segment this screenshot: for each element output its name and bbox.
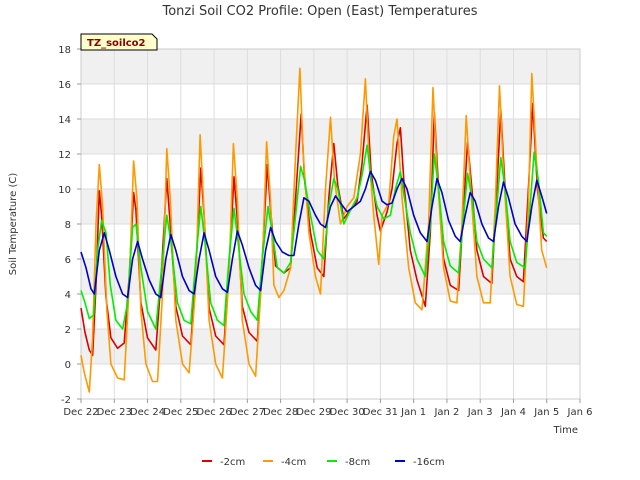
y-tick-label: 14 (58, 115, 71, 126)
y-tick-label: 10 (58, 185, 71, 196)
y-tick-label: 8 (65, 220, 71, 231)
y-tick-label: 4 (65, 290, 71, 301)
y-tick-label: 18 (58, 45, 71, 56)
legend-label: -16cm (413, 457, 445, 468)
y-tick-label: -2 (61, 395, 71, 406)
site-badge-box (80, 33, 158, 51)
legend-label: -2cm (220, 457, 245, 468)
plot-band (81, 259, 580, 294)
legend-label: -8cm (345, 457, 370, 468)
y-tick-label: 12 (58, 150, 71, 161)
site-badge-label: TZ_soilco2 (87, 38, 146, 49)
series-line-16cm (80, 170, 548, 299)
site-badge: TZ_soilco2 (80, 33, 158, 51)
x-tick-label: Jan 2 (433, 407, 459, 418)
legend-item: -4cm (263, 457, 306, 468)
legend-item: -16cm (395, 457, 445, 468)
x-tick-label: Dec 25 (163, 407, 198, 418)
x-tick-label: Dec 31 (363, 407, 398, 418)
x-tick-label: Dec 27 (230, 407, 265, 418)
y-tick-label: 16 (58, 80, 71, 91)
x-tick-label: Dec 22 (63, 407, 98, 418)
x-tick-label: Jan 1 (400, 407, 426, 418)
x-tick-label: Jan 5 (533, 407, 559, 418)
chart-title: Tonzi Soil CO2 Profile: Open (East) Temp… (161, 4, 477, 19)
x-tick-label: Dec 30 (330, 407, 365, 418)
legend: -2cm -4cm -8cm -16cm (202, 457, 445, 468)
series-line-8cm (80, 144, 548, 330)
x-tick-label: Dec 26 (196, 407, 231, 418)
x-tick-label: Dec 29 (296, 407, 331, 418)
y-axis-title: Soil Temperature (C) (8, 173, 19, 276)
legend-label: -4cm (281, 457, 306, 468)
y-tick-label: 0 (65, 360, 71, 371)
plot-band (81, 49, 580, 84)
series-layer (80, 67, 548, 393)
legend-item: -2cm (202, 457, 245, 468)
x-axis-title: Time (553, 425, 578, 436)
x-tick-label: Dec 28 (263, 407, 298, 418)
x-tick-label: Jan 4 (500, 407, 526, 418)
plot-band (81, 329, 580, 364)
x-tick-label: Jan 6 (567, 407, 593, 418)
x-tick-label: Dec 23 (97, 407, 132, 418)
series-line-4cm (80, 67, 548, 393)
x-tick-label: Jan 3 (467, 407, 493, 418)
y-axis-ticks: -2 0 2 4 6 8 10 12 14 16 18 (58, 45, 81, 406)
y-tick-label: 2 (65, 325, 71, 336)
y-tick-label: 6 (65, 255, 71, 266)
x-tick-label: Dec 24 (130, 407, 165, 418)
legend-item: -8cm (327, 457, 370, 468)
